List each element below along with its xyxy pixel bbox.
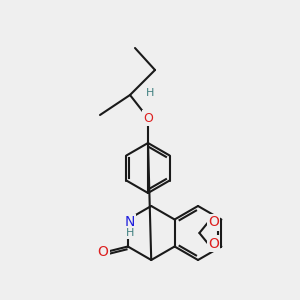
Text: N: N	[125, 215, 135, 230]
Text: H: H	[126, 227, 134, 238]
Text: H: H	[146, 88, 154, 98]
Text: O: O	[98, 244, 108, 259]
Text: O: O	[143, 112, 153, 124]
Text: O: O	[208, 215, 219, 230]
Text: O: O	[208, 236, 219, 250]
